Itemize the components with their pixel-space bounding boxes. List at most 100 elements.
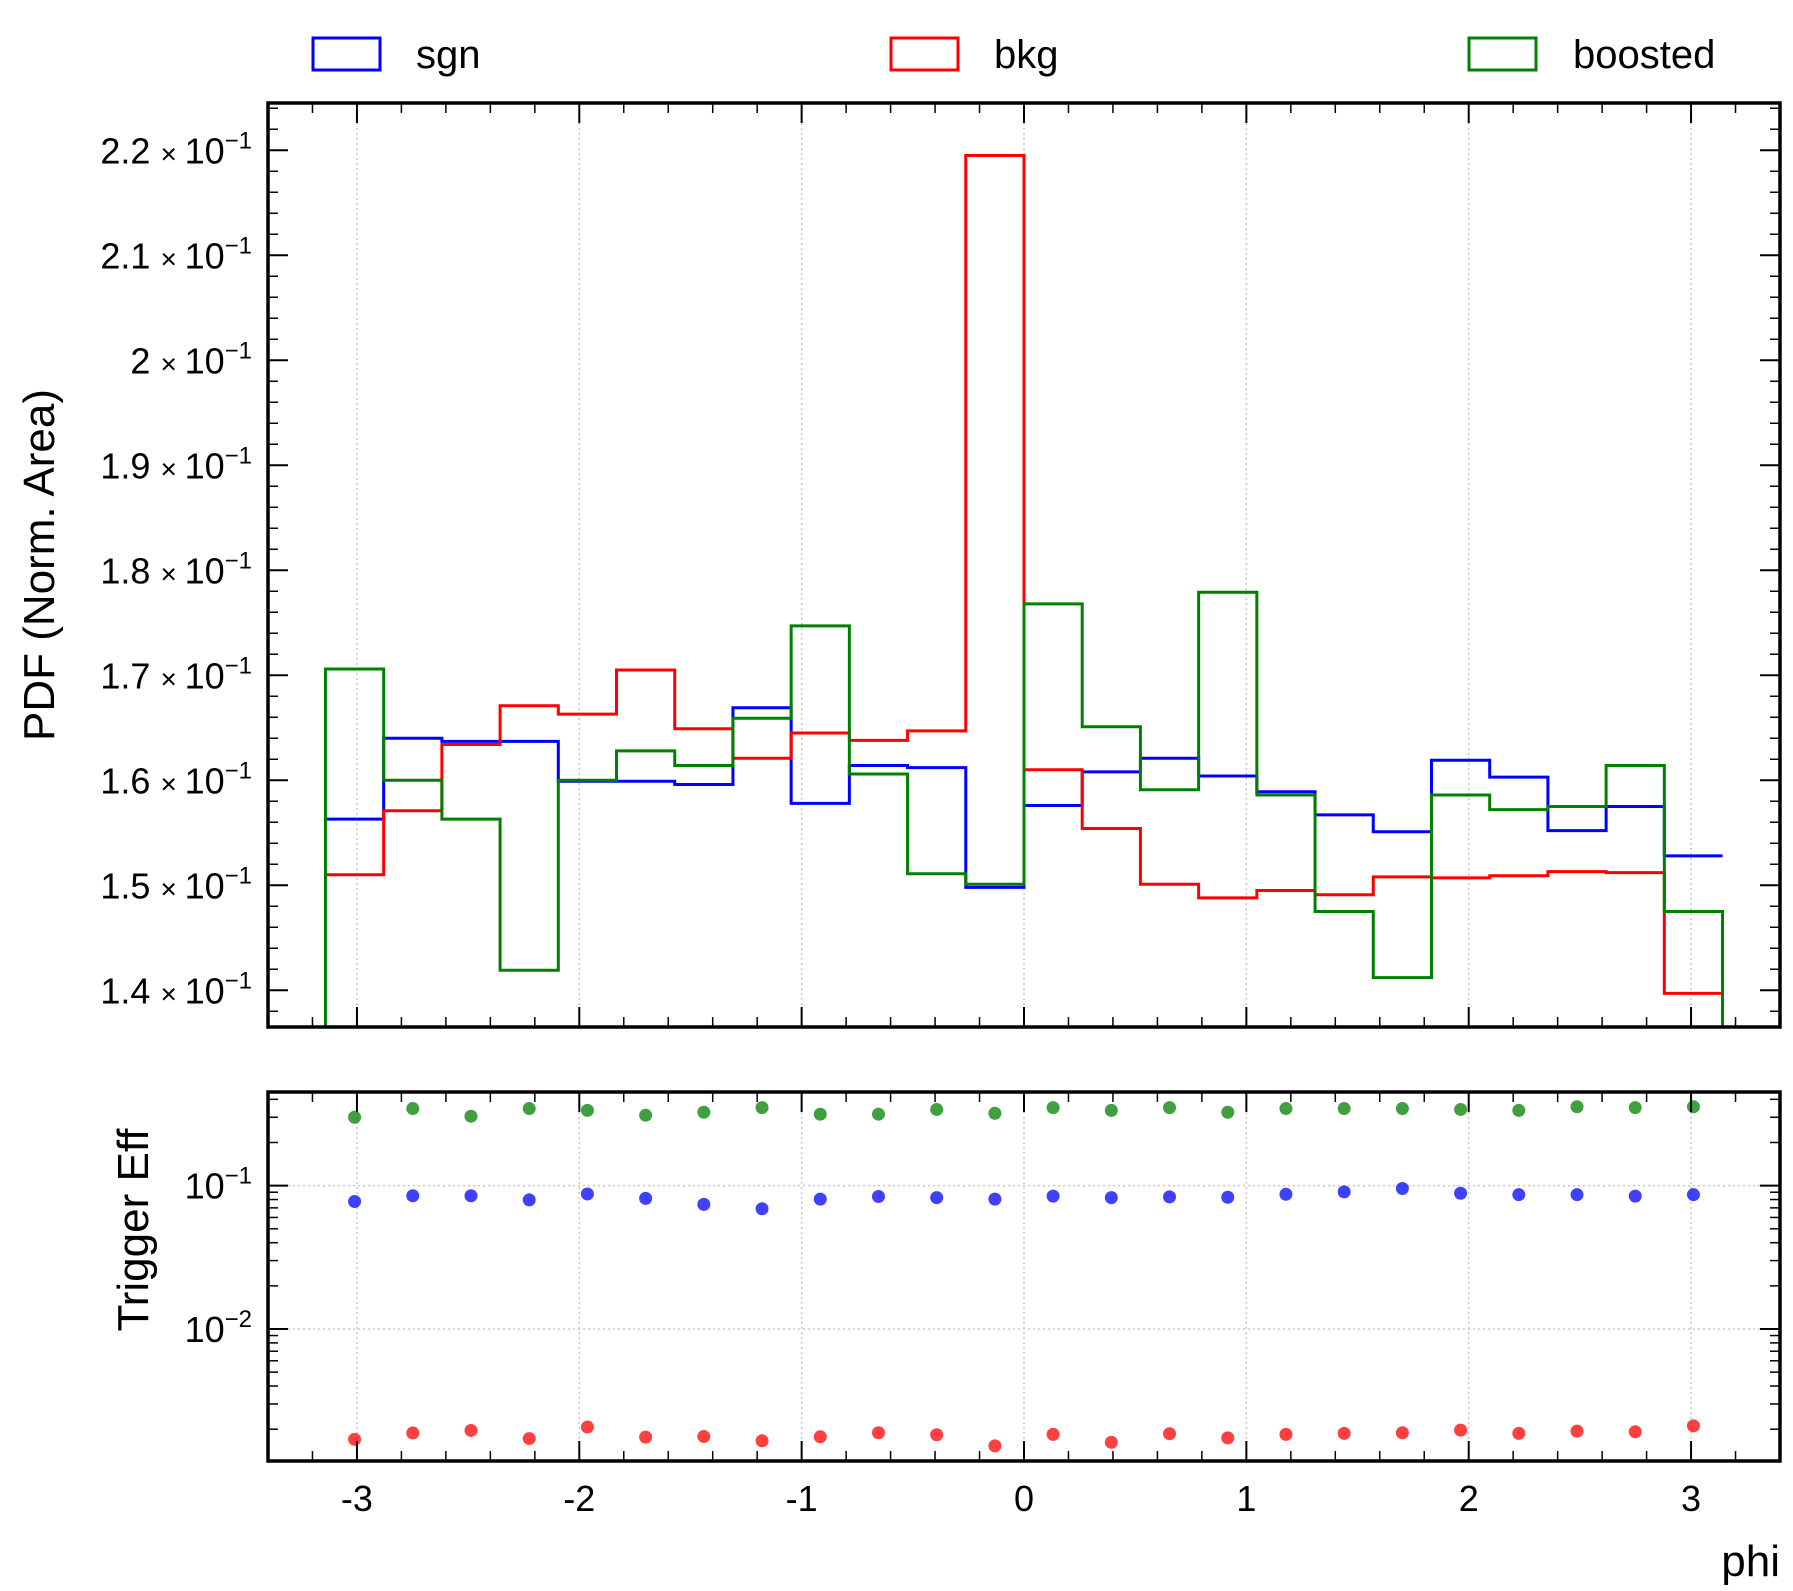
legend: sgn bkg boosted <box>311 33 1715 77</box>
ytick-mantissa: 1.6 <box>100 760 160 801</box>
ytick-mantissa: 2 <box>130 340 160 381</box>
ytick-times: × <box>160 348 184 379</box>
ytick-base: 10 <box>185 340 225 381</box>
bottom-ticks <box>267 1092 1781 1461</box>
legend-swatch-sgn <box>311 36 382 72</box>
legend-label-bkg: bkg <box>994 33 1059 77</box>
legend-swatch-boosted <box>1467 36 1538 72</box>
scatter-point-bkg <box>697 1429 711 1443</box>
scatter-point-boosted <box>1512 1103 1526 1117</box>
scatter-point-sgn <box>1104 1191 1118 1205</box>
ytick-mantissa: 1.5 <box>100 865 160 906</box>
ytick-exponent: −1 <box>225 232 252 259</box>
scatter-point-bkg <box>755 1434 769 1448</box>
top-ytick-label: 1.7 × 10−1 <box>100 652 252 696</box>
bottom-ytick-label: 10−1 <box>185 1163 252 1207</box>
scatter-point-sgn <box>1570 1188 1584 1202</box>
scatter-point-sgn <box>1337 1185 1351 1199</box>
ytick-times: × <box>160 873 184 904</box>
hist-step-boosted <box>323 590 1725 1027</box>
scatter-point-sgn <box>988 1192 1002 1206</box>
scatter-point-sgn <box>639 1191 653 1205</box>
legend-swatch-bkg <box>889 36 960 72</box>
scatter-point-sgn <box>1221 1190 1235 1204</box>
bottom-xlabel: phi <box>1721 1537 1780 1586</box>
scatter-point-bkg <box>1570 1424 1584 1438</box>
ytick-base: 10 <box>185 130 225 171</box>
ytick-mantissa: 2.1 <box>100 235 160 276</box>
top-ytick-label: 1.8 × 10−1 <box>100 547 252 591</box>
scatter-point-bkg <box>1686 1419 1700 1433</box>
scatter-point-bkg <box>1046 1427 1060 1441</box>
scatter-point-bkg <box>1395 1426 1409 1440</box>
scatter-point-bkg <box>1104 1435 1118 1449</box>
scatter-point-sgn <box>580 1187 594 1201</box>
ytick-base: 10 <box>185 865 225 906</box>
top-ytick-label: 1.9 × 10−1 <box>100 442 252 486</box>
bottom-grid <box>268 1092 1780 1461</box>
top-ytick-label: 2.1 × 10−1 <box>100 232 252 276</box>
legend-entry-bkg: bkg <box>889 33 1059 77</box>
ytick-base: 10 <box>185 760 225 801</box>
ytick-base: 10 <box>185 655 225 696</box>
top-ytick-label: 1.5 × 10−1 <box>100 862 252 906</box>
scatter-point-boosted <box>813 1107 827 1121</box>
scatter-point-bkg <box>871 1426 885 1440</box>
bottom-ytick-label: 10−2 <box>185 1306 252 1350</box>
bottom-panel: 10−110−2 -3 -2 -1 0 1 2 3 Trigger Eff phi <box>109 1090 1782 1586</box>
ytick-times: × <box>160 558 184 589</box>
scatter-point-sgn <box>1686 1188 1700 1202</box>
legend-label-sgn: sgn <box>416 33 481 77</box>
top-ytick-label: 1.4 × 10−1 <box>100 967 252 1011</box>
ytick-base: 10 <box>185 970 225 1011</box>
hist-step-bkg <box>325 154 1723 995</box>
bottom-xtick-label: 0 <box>1014 1478 1034 1519</box>
top-ylabel: PDF (Norm. Area) <box>15 389 64 741</box>
scatter-point-boosted <box>1279 1102 1293 1116</box>
scatter-point-boosted <box>871 1107 885 1121</box>
scatter-point-sgn <box>1395 1182 1409 1196</box>
bottom-xtick-label: -1 <box>786 1478 818 1519</box>
ytick-times: × <box>160 243 184 274</box>
bottom-xtick-label: 3 <box>1681 1478 1701 1519</box>
scatter-point-bkg <box>348 1432 362 1446</box>
scatter-point-bkg <box>580 1420 594 1434</box>
scatter-point-bkg <box>1454 1423 1468 1437</box>
scatter-point-boosted <box>697 1105 711 1119</box>
scatter-point-sgn <box>697 1197 711 1211</box>
ytick-exponent: −1 <box>225 442 252 469</box>
scatter-point-sgn <box>1628 1189 1642 1203</box>
top-panel: 1.4 × 10−11.5 × 10−11.6 × 10−11.7 × 10−1… <box>15 101 1782 1029</box>
scatter-series-bkg <box>348 1419 1700 1453</box>
scatter-point-boosted <box>639 1108 653 1122</box>
scatter-point-boosted <box>348 1110 362 1124</box>
bottom-xtick-label: 2 <box>1459 1478 1479 1519</box>
scatter-point-bkg <box>988 1439 1002 1453</box>
scatter-point-sgn <box>1454 1186 1468 1200</box>
scatter-point-sgn <box>348 1195 362 1209</box>
scatter-point-bkg <box>1279 1427 1293 1441</box>
top-series <box>323 154 1725 1027</box>
scatter-point-boosted <box>580 1103 594 1117</box>
scatter-point-bkg <box>1163 1427 1177 1441</box>
ytick-exponent: −1 <box>225 127 252 154</box>
scatter-point-boosted <box>1686 1100 1700 1114</box>
scatter-point-boosted <box>1221 1105 1235 1119</box>
top-ytick-label: 1.6 × 10−1 <box>100 757 252 801</box>
ytick-base: 10 <box>185 550 225 591</box>
scatter-point-boosted <box>988 1106 1002 1120</box>
legend-label-boosted: boosted <box>1573 33 1715 77</box>
scatter-point-sgn <box>1163 1190 1177 1204</box>
ytick-exponent: −2 <box>225 1306 252 1333</box>
scatter-point-sgn <box>871 1189 885 1203</box>
legend-entry-boosted: boosted <box>1467 33 1715 77</box>
ytick-exponent: −1 <box>225 862 252 889</box>
scatter-point-boosted <box>1104 1103 1118 1117</box>
ytick-base: 10 <box>185 1166 225 1207</box>
scatter-point-boosted <box>1628 1101 1642 1115</box>
scatter-point-bkg <box>1221 1431 1235 1445</box>
scatter-point-boosted <box>522 1102 536 1116</box>
legend-entry-sgn: sgn <box>311 33 481 77</box>
scatter-point-bkg <box>1628 1425 1642 1439</box>
top-ytick-label: 2.2 × 10−1 <box>100 127 252 171</box>
